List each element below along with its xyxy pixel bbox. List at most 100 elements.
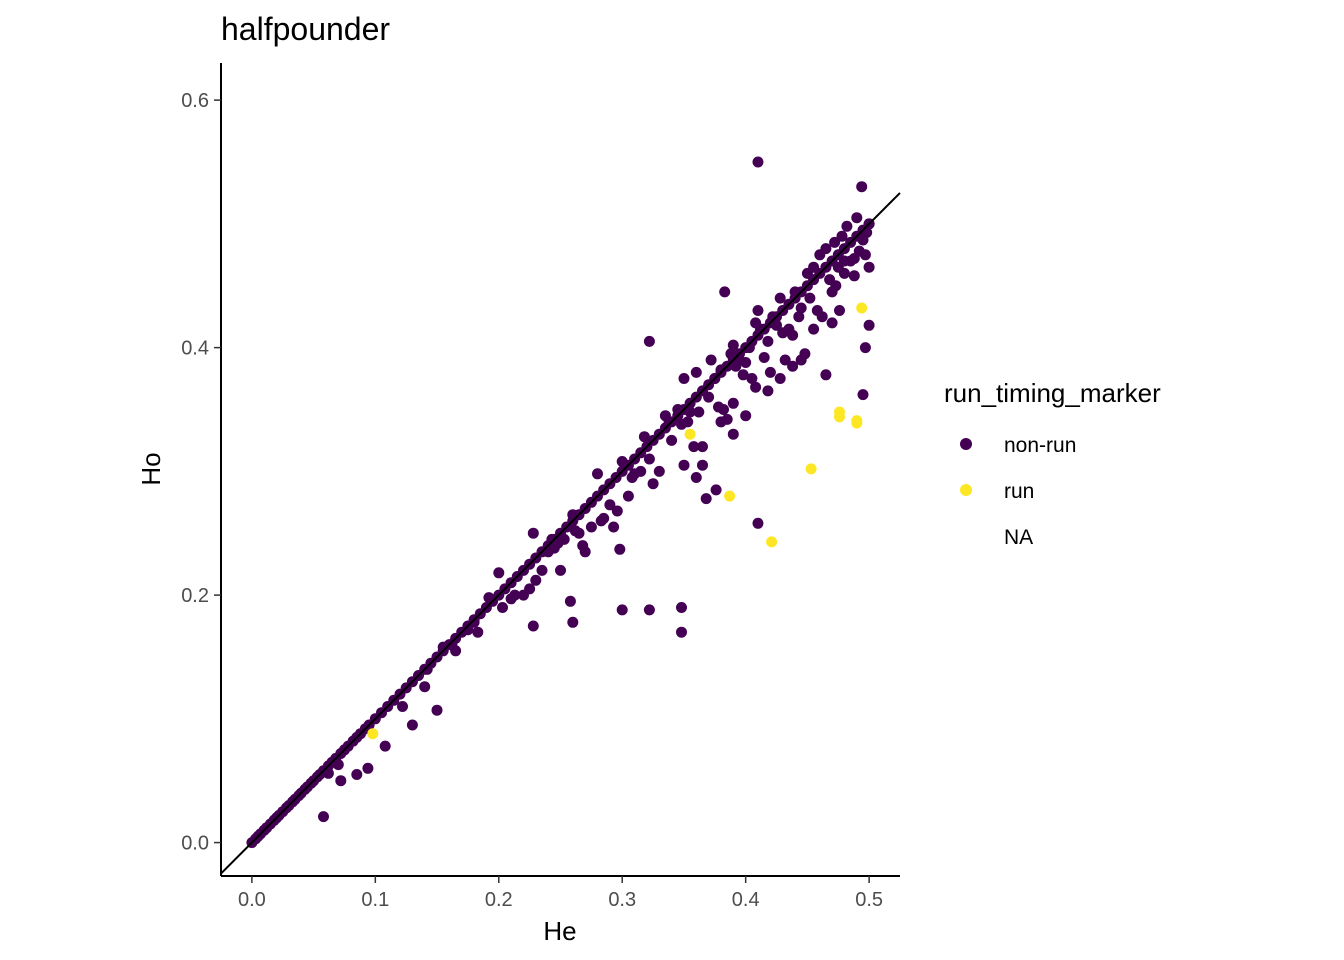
identity-reference-line	[220, 192, 901, 875]
data-point-run	[805, 463, 817, 475]
data-point-non-run	[483, 592, 495, 604]
data-point-non-run	[743, 342, 755, 354]
data-point-non-run	[530, 574, 542, 586]
data-point-non-run	[693, 406, 705, 418]
data-point-non-run	[564, 595, 576, 607]
data-point-non-run	[737, 369, 749, 381]
data-point-non-run	[579, 546, 591, 558]
plot-area	[220, 156, 901, 875]
data-point-non-run	[838, 255, 850, 267]
data-point-non-run	[838, 267, 850, 279]
x-tick-label: 0.2	[485, 889, 513, 911]
data-point-non-run	[672, 404, 684, 415]
data-point-non-run	[450, 645, 462, 657]
data-point-non-run	[715, 416, 727, 428]
data-point-run	[851, 417, 863, 429]
data-point-non-run	[647, 478, 659, 490]
data-point-non-run	[755, 323, 766, 335]
data-point-non-run	[322, 767, 334, 779]
data-point-non-run	[762, 335, 774, 347]
data-point-non-run	[774, 292, 786, 304]
y-axis-ticks: 0.0 0.2 0.4 0.6	[181, 90, 221, 855]
data-point-non-run	[808, 261, 820, 273]
data-point-non-run	[611, 505, 623, 517]
data-point-non-run	[362, 762, 374, 774]
data-point-non-run	[678, 373, 690, 384]
data-point-non-run	[437, 641, 449, 653]
data-point-non-run	[700, 493, 712, 505]
data-point-non-run	[829, 236, 841, 248]
data-point-non-run	[789, 286, 801, 298]
data-point-non-run	[750, 381, 762, 393]
data-point-non-run	[787, 329, 799, 341]
data-point-non-run	[718, 404, 729, 415]
data-point-non-run	[497, 602, 508, 613]
data-point-run	[856, 302, 868, 314]
data-point-non-run	[684, 406, 696, 418]
y-tick-label: 0.4	[181, 338, 209, 360]
data-point-non-run	[536, 564, 548, 576]
data-point-non-run	[697, 441, 708, 453]
data-point-non-run	[318, 811, 329, 823]
data-point-non-run	[841, 220, 853, 232]
data-point-non-run	[856, 181, 868, 193]
data-point-non-run	[585, 521, 597, 533]
data-point-non-run	[758, 352, 770, 363]
legend-title: run_timing_marker	[944, 378, 1161, 408]
data-point-non-run	[746, 373, 758, 384]
data-point-non-run	[431, 704, 443, 716]
data-point-non-run	[421, 663, 433, 675]
data-point-non-run	[688, 441, 700, 453]
data-point-non-run	[690, 472, 702, 483]
data-point-non-run	[592, 468, 603, 480]
data-point-non-run	[863, 319, 875, 331]
data-point-non-run	[752, 305, 764, 316]
data-point-non-run	[616, 604, 628, 616]
data-point-non-run	[715, 364, 727, 376]
x-tick-label: 0.1	[361, 889, 389, 911]
data-point-non-run	[663, 416, 675, 428]
data-point-non-run	[727, 428, 739, 440]
data-point-non-run	[851, 212, 863, 224]
x-tick-label: 0.4	[732, 889, 760, 911]
data-point-non-run	[779, 354, 791, 366]
data-point-non-run	[555, 564, 566, 576]
data-point-non-run	[643, 453, 655, 465]
data-point-non-run	[727, 339, 739, 351]
chart-title: halfpounder	[221, 11, 390, 47]
data-point-non-run	[653, 465, 665, 477]
data-point-non-run	[836, 230, 848, 242]
data-point-non-run	[808, 323, 820, 335]
data-point-non-run	[848, 270, 860, 282]
data-point-non-run	[604, 499, 616, 511]
data-point-non-run	[762, 385, 774, 397]
data-point-non-run	[509, 589, 521, 601]
data-point-non-run	[635, 465, 647, 477]
data-point-non-run	[676, 602, 687, 613]
data-point-non-run	[719, 286, 731, 298]
legend: run_timing_marker non-run run NA	[944, 378, 1161, 549]
data-point-run	[724, 490, 736, 502]
data-point-non-run	[351, 769, 363, 780]
data-point-non-run	[752, 156, 764, 168]
data-point-non-run	[690, 366, 702, 378]
data-point-non-run	[697, 459, 708, 471]
data-point-non-run	[622, 490, 634, 502]
data-point-non-run	[598, 512, 610, 524]
data-point-non-run	[710, 484, 722, 496]
data-point-non-run	[527, 620, 539, 632]
data-point-non-run	[767, 311, 779, 323]
x-tick-label: 0.5	[855, 889, 883, 911]
data-point-non-run	[705, 354, 717, 366]
x-axis-title: He	[543, 916, 576, 946]
data-point-non-run	[727, 397, 739, 409]
x-tick-label: 0.3	[608, 889, 636, 911]
data-point-non-run	[678, 459, 690, 471]
data-point-run	[834, 411, 845, 423]
data-point-non-run	[676, 626, 687, 638]
y-tick-label: 0.6	[181, 90, 209, 112]
data-point-non-run	[567, 509, 579, 521]
data-point-non-run	[830, 280, 842, 292]
data-point-non-run	[462, 624, 474, 636]
data-point-non-run	[608, 521, 620, 533]
